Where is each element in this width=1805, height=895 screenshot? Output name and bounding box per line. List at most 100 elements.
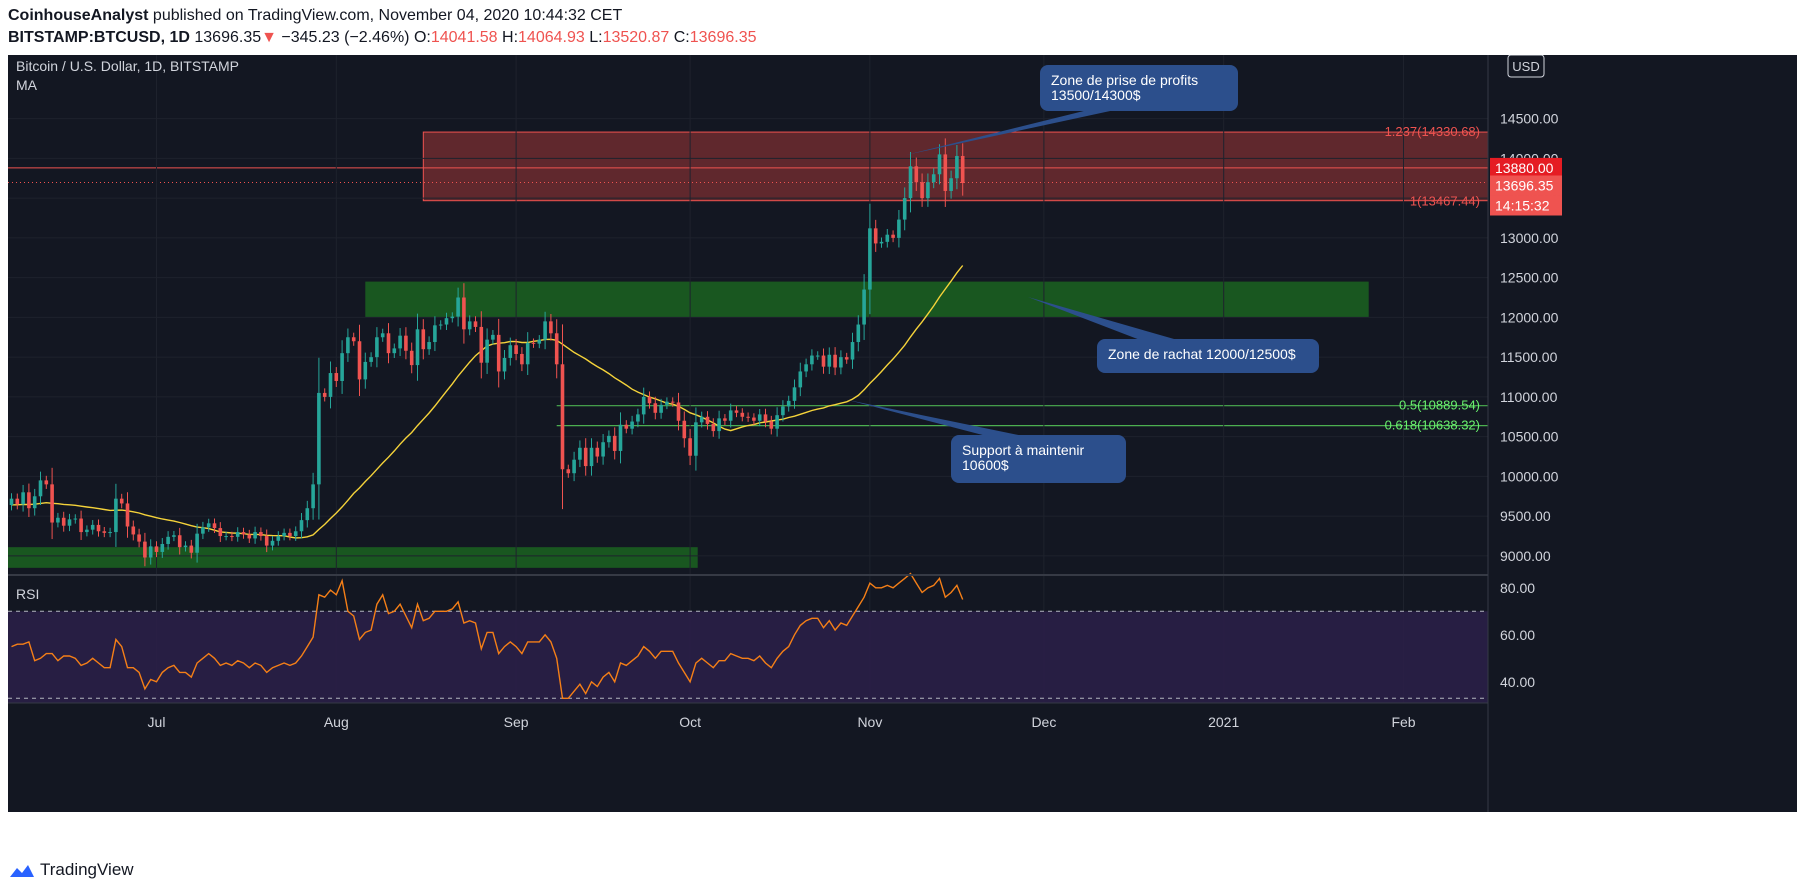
- chart-canvas[interactable]: 9000.00 9500.00 10000.00 10500.00 11000.00 11…: [8, 55, 1797, 812]
- candle[interactable]: [247, 529, 252, 543]
- candle[interactable]: [415, 313, 420, 381]
- candle[interactable]: [357, 324, 362, 396]
- candle[interactable]: [224, 531, 228, 541]
- candle[interactable]: [15, 493, 20, 510]
- candle[interactable]: [421, 319, 426, 360]
- candle[interactable]: [723, 414, 727, 426]
- candle[interactable]: [804, 358, 808, 378]
- candle[interactable]: [288, 528, 292, 541]
- candle[interactable]: [183, 541, 188, 552]
- candle[interactable]: [752, 413, 756, 426]
- candle[interactable]: [166, 531, 170, 550]
- candle[interactable]: [409, 342, 414, 374]
- candle[interactable]: [891, 230, 895, 243]
- currency-button[interactable]: USD: [1507, 55, 1545, 78]
- candle[interactable]: [433, 316, 437, 352]
- candle[interactable]: [369, 352, 373, 367]
- candle[interactable]: [566, 464, 571, 478]
- candle[interactable]: [531, 338, 536, 348]
- candle[interactable]: [873, 219, 878, 252]
- candle[interactable]: [868, 203, 872, 315]
- candle[interactable]: [154, 541, 159, 558]
- candle[interactable]: [810, 349, 814, 371]
- candle[interactable]: [85, 525, 89, 537]
- candle[interactable]: [467, 315, 472, 336]
- candle[interactable]: [618, 412, 623, 464]
- candle[interactable]: [21, 484, 25, 512]
- candle[interactable]: [740, 408, 745, 422]
- candle[interactable]: [792, 379, 797, 409]
- candle[interactable]: [612, 427, 617, 460]
- candle[interactable]: [102, 526, 107, 538]
- candle[interactable]: [595, 441, 600, 463]
- candle[interactable]: [920, 173, 924, 207]
- candle[interactable]: [717, 410, 721, 439]
- candle[interactable]: [90, 520, 95, 535]
- candle[interactable]: [276, 531, 281, 546]
- candle[interactable]: [827, 347, 832, 375]
- candle[interactable]: [844, 352, 849, 364]
- candle[interactable]: [125, 492, 130, 538]
- candle[interactable]: [775, 407, 779, 437]
- candle[interactable]: [786, 395, 791, 412]
- candle[interactable]: [235, 527, 240, 542]
- candle[interactable]: [282, 528, 286, 541]
- candle[interactable]: [375, 327, 379, 368]
- candle[interactable]: [73, 514, 78, 524]
- candle[interactable]: [479, 311, 484, 379]
- candle[interactable]: [578, 440, 582, 468]
- candle[interactable]: [699, 411, 704, 428]
- candle[interactable]: [148, 539, 153, 565]
- candle[interactable]: [670, 397, 675, 407]
- candle[interactable]: [67, 513, 72, 532]
- candle[interactable]: [949, 170, 953, 199]
- candle[interactable]: [572, 451, 576, 482]
- candle[interactable]: [32, 488, 37, 516]
- candle[interactable]: [253, 526, 257, 544]
- candle[interactable]: [114, 483, 118, 547]
- candle[interactable]: [311, 472, 315, 520]
- candle[interactable]: [491, 330, 495, 345]
- author-name[interactable]: CoinhouseAnalyst: [8, 7, 149, 24]
- candle[interactable]: [682, 411, 687, 448]
- chart-panel[interactable]: 9000.00 9500.00 10000.00 10500.00 11000.00 11…: [8, 55, 1797, 812]
- candle[interactable]: [392, 343, 397, 359]
- candle[interactable]: [195, 523, 199, 563]
- candle[interactable]: [931, 168, 936, 189]
- candle[interactable]: [821, 348, 826, 374]
- candle[interactable]: [351, 332, 356, 346]
- candle[interactable]: [688, 428, 692, 466]
- candle[interactable]: [79, 510, 83, 540]
- candle[interactable]: [119, 493, 124, 509]
- candle[interactable]: [201, 521, 205, 540]
- candle[interactable]: [815, 351, 820, 360]
- candle[interactable]: [647, 391, 652, 409]
- candle[interactable]: [653, 396, 658, 420]
- candle[interactable]: [757, 408, 762, 427]
- candle[interactable]: [583, 438, 588, 476]
- candle[interactable]: [334, 367, 339, 387]
- candle[interactable]: [554, 319, 559, 379]
- candle[interactable]: [520, 347, 524, 372]
- candle[interactable]: [549, 314, 553, 341]
- candle[interactable]: [908, 152, 913, 213]
- candle[interactable]: [607, 430, 611, 448]
- candle[interactable]: [937, 144, 942, 185]
- candle[interactable]: [450, 312, 455, 323]
- candle[interactable]: [850, 332, 855, 369]
- candle[interactable]: [833, 347, 837, 376]
- candle[interactable]: [9, 493, 14, 511]
- candle[interactable]: [630, 415, 634, 435]
- candle[interactable]: [340, 340, 344, 394]
- candle[interactable]: [293, 526, 298, 541]
- candle[interactable]: [659, 398, 663, 419]
- candle[interactable]: [305, 500, 310, 528]
- candle[interactable]: [177, 527, 182, 555]
- candle[interactable]: [38, 471, 43, 506]
- candle[interactable]: [856, 315, 861, 352]
- candle[interactable]: [502, 350, 507, 380]
- candle[interactable]: [914, 157, 919, 191]
- candle[interactable]: [694, 407, 698, 471]
- candle[interactable]: [259, 527, 263, 541]
